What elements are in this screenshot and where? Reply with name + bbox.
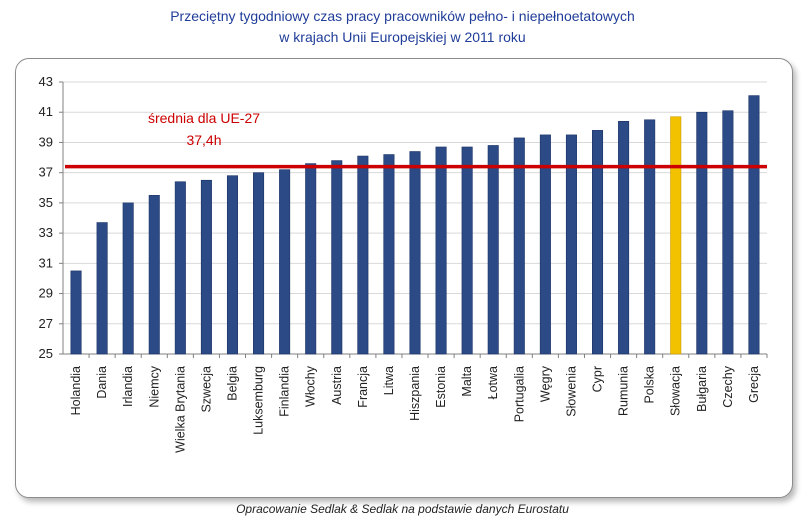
y-tick-label: 39 (39, 134, 53, 149)
y-axis-ticks: 25 27 29 31 33 35 37 39 41 43 (39, 74, 64, 361)
x-tick-label: Irlandia (121, 366, 135, 407)
y-tick-label: 29 (39, 286, 53, 301)
bar (357, 155, 369, 355)
x-tick-label: Słowenia (564, 366, 578, 417)
bar (200, 179, 212, 355)
bar (539, 134, 551, 355)
x-axis-ticks: Holandia Dania Irlandia Niemcy Wielka Brytan… (69, 354, 768, 453)
x-tick-label: Finlandia (278, 366, 292, 417)
bar (592, 130, 604, 355)
bar (253, 172, 265, 355)
bar (435, 146, 447, 355)
x-tick-label: Austria (330, 366, 344, 405)
x-tick-label: Belgia (225, 366, 239, 401)
x-tick-label: Słowacja (669, 366, 683, 416)
x-tick-label: Dania (95, 366, 109, 399)
chart-title: Przeciętny tygodniowy czas pracy pracown… (0, 6, 805, 48)
x-tick-label: Grecja (747, 366, 761, 403)
bar (383, 154, 395, 355)
bar (148, 195, 160, 355)
bar (70, 270, 82, 355)
bar (722, 110, 734, 355)
x-tick-label: Łotwa (486, 366, 500, 399)
chart-title-line2: w krajach Unii Europejskiej w 2011 roku (279, 29, 526, 45)
bar (305, 163, 317, 355)
bar (279, 169, 291, 355)
x-tick-label: Luksemburg (252, 366, 266, 435)
average-label-line2: 37,4h (186, 132, 221, 148)
bar (461, 146, 473, 355)
x-tick-label: Estonia (434, 366, 448, 408)
y-tick-label: 43 (39, 74, 53, 89)
x-tick-label: Niemcy (147, 365, 161, 407)
x-tick-label: Wielka Brytania (173, 366, 187, 453)
x-tick-label: Francja (356, 366, 370, 408)
x-tick-label: Rumunia (617, 366, 631, 416)
chart-frame (15, 58, 793, 498)
y-tick-label: 35 (39, 195, 53, 210)
average-label-line1: średnia dla UE-27 (148, 110, 260, 126)
x-tick-label: Czechy (721, 365, 735, 407)
average-line-group: średnia dla UE-27 37,4h (65, 110, 767, 169)
bar (644, 119, 656, 355)
y-tick-label: 37 (39, 165, 53, 180)
bars (70, 95, 760, 355)
bar (331, 160, 343, 355)
bar (670, 116, 682, 355)
bar (409, 151, 421, 355)
bar (513, 137, 525, 355)
bar (696, 111, 708, 355)
x-tick-label: Węgry (538, 365, 552, 402)
bar (748, 95, 760, 355)
x-tick-label: Polska (643, 366, 657, 404)
x-tick-label: Bułgaria (695, 366, 709, 412)
chart-title-line1: Przeciętny tygodniowy czas pracy pracown… (170, 8, 635, 24)
y-tick-label: 25 (39, 346, 53, 361)
bar (96, 222, 108, 355)
x-tick-label: Włochy (304, 365, 318, 407)
x-tick-label: Portugalia (512, 366, 526, 422)
x-tick-label: Holandia (69, 366, 83, 415)
x-tick-label: Litwa (382, 366, 396, 395)
x-tick-label: Malta (460, 366, 474, 397)
y-tick-label: 27 (39, 316, 53, 331)
bar (226, 175, 238, 355)
y-tick-label: 33 (39, 225, 53, 240)
source-footer: Opracowanie Sedlak & Sedlak na podstawie… (236, 502, 569, 516)
y-tick-label: 31 (39, 255, 53, 270)
bar (122, 202, 134, 355)
x-tick-label: Cypr (591, 366, 605, 392)
bar (174, 181, 186, 355)
bar (487, 145, 499, 355)
bar (565, 134, 577, 355)
x-tick-label: Szwecja (199, 366, 213, 413)
bar (618, 120, 630, 355)
y-tick-label: 41 (39, 104, 53, 119)
x-tick-label: Hiszpania (408, 366, 422, 421)
